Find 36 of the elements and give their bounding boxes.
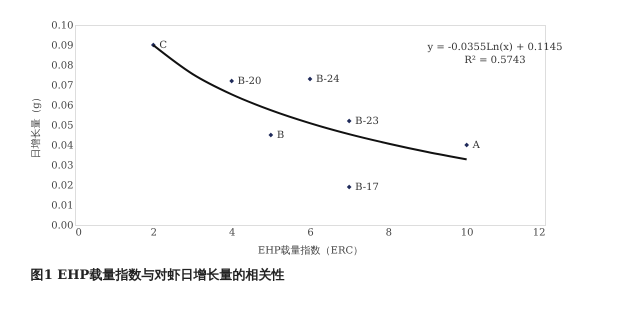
annotation: R² = 0.5743 <box>464 55 526 66</box>
point <box>464 142 470 148</box>
annotation: B-17 <box>355 182 379 193</box>
point <box>308 76 312 82</box>
x-tick-label: 10 <box>460 228 474 238</box>
point <box>346 118 352 124</box>
x-tick-label: 2 <box>150 228 158 238</box>
annotation: y = -0.0355Ln(x) + 0.1145 <box>426 42 563 53</box>
y-tick-label: 0.04 <box>51 140 74 152</box>
text: 图1 EHP载量指数与对虾日增长量的相关性 <box>30 267 284 283</box>
y-tick-label: 0.00 <box>51 220 74 232</box>
point <box>346 184 352 190</box>
y-tick-label: 0.05 <box>51 120 74 132</box>
y-tick-label: 0.09 <box>51 40 74 52</box>
point <box>229 78 234 84</box>
annotation: B-24 <box>316 74 340 85</box>
annotation: B <box>276 130 284 141</box>
y-tick-label: 0.06 <box>51 100 74 112</box>
x-tick-label: 6 <box>307 228 314 238</box>
y-tick-label: 0.03 <box>51 160 74 172</box>
y-tick-label: 0.08 <box>51 60 74 72</box>
x-tick-label: 12 <box>532 228 546 238</box>
x-tick-label: 8 <box>386 228 392 238</box>
y-axis-title: 日增长量（g） <box>30 92 42 159</box>
y-tick-label: 0.10 <box>51 20 74 32</box>
annotation: A <box>472 140 481 151</box>
y-tick-label: 0.01 <box>51 200 74 212</box>
x-tick-label: 4 <box>228 228 236 238</box>
y-tick-label: 0.07 <box>51 80 74 92</box>
point <box>268 132 274 138</box>
annotation: B-20 <box>238 76 262 87</box>
x-tick-label: 0 <box>76 228 82 238</box>
y-tick-label: 0.02 <box>51 180 74 192</box>
annotation: B-23 <box>355 116 379 127</box>
annotation: C <box>159 40 168 51</box>
x-axis-title: EHP载量指数（ERC） <box>258 244 364 256</box>
